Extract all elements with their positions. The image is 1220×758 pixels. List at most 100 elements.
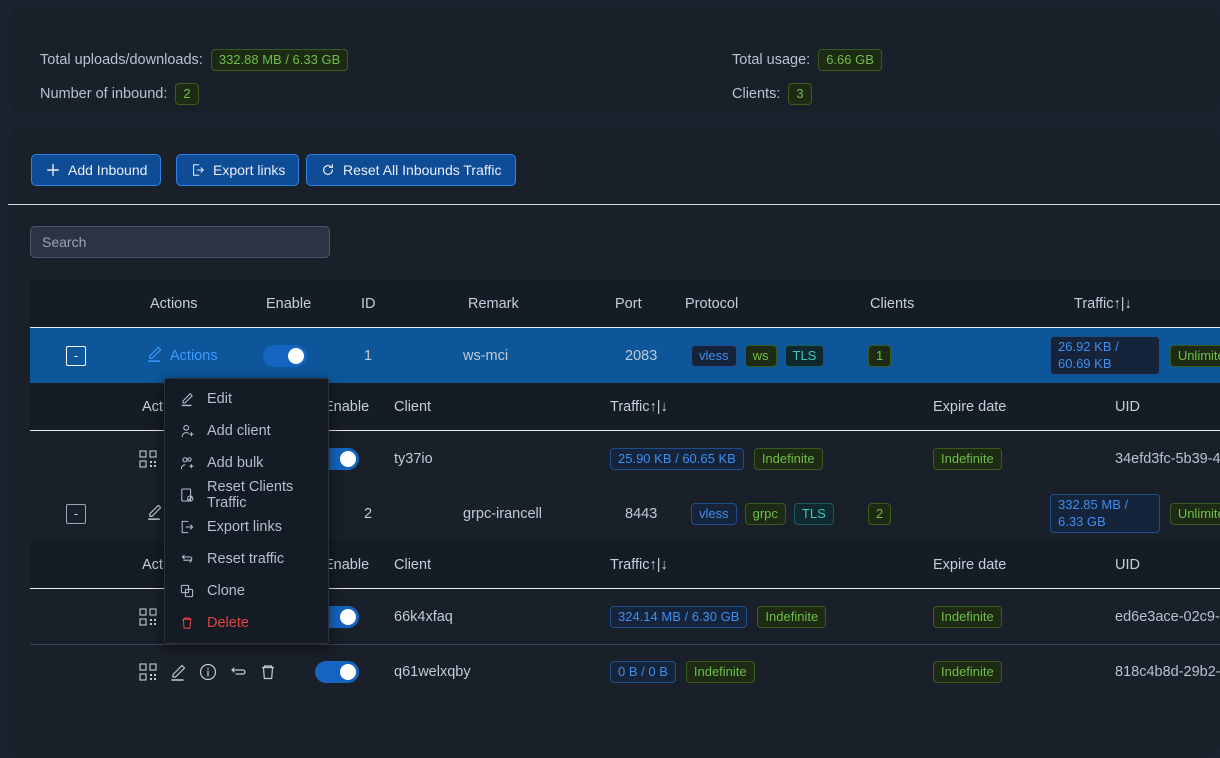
sub-header-enable: Enable xyxy=(324,398,370,415)
context-menu-item-add-bulk[interactable]: Add bulk xyxy=(165,447,328,479)
users-add-icon xyxy=(179,455,195,471)
context-menu-label: Reset traffic xyxy=(207,551,285,567)
context-menu-item-delete[interactable]: Delete xyxy=(165,607,328,639)
client-uid: 818c4b8d-29b2- xyxy=(1115,645,1220,699)
pencil-icon xyxy=(145,344,164,367)
export-links-label: Export links xyxy=(213,162,286,178)
client-traffic-limit: Indefinite xyxy=(753,447,823,470)
header-actions: Actions xyxy=(150,295,198,312)
reset-loop-icon[interactable] xyxy=(228,662,248,682)
client-uid: 34efd3fc-5b39-4 xyxy=(1115,431,1220,486)
pencil-icon xyxy=(179,391,195,407)
context-menu-label: Clone xyxy=(207,583,245,599)
client-expire-cell: Indefinite xyxy=(933,645,1002,699)
client-traffic-cell: 25.90 KB / 60.65 KB Indefinite xyxy=(610,431,823,486)
add-inbound-button[interactable]: Add Inbound xyxy=(31,154,162,186)
sub-header-expire: Expire date xyxy=(933,556,1007,573)
client-uid: ed6e3ace-02c9-4 xyxy=(1115,589,1220,644)
clients-count: 1 xyxy=(868,344,892,367)
header-remark: Remark xyxy=(468,295,519,312)
context-menu-item-edit[interactable]: Edit xyxy=(165,383,328,415)
export-icon xyxy=(179,519,195,535)
client-traffic-value: 324.14 MB / 6.30 GB xyxy=(610,605,748,628)
row-port: 8443 xyxy=(625,505,658,522)
traffic-value: 332.85 MB / 6.33 GB xyxy=(1050,494,1160,533)
qrcode-icon[interactable] xyxy=(138,449,158,469)
trash-icon[interactable] xyxy=(258,662,278,682)
security-tag: TLS xyxy=(784,344,825,367)
row-actions-trigger[interactable] xyxy=(145,502,164,525)
protocol-tag: vless xyxy=(691,502,737,525)
inbounds-table: Actions Enable ID Remark Port Protocol C… xyxy=(30,280,1220,699)
client-row[interactable]: q61welxqby 0 B / 0 B Indefinite Indefini… xyxy=(30,644,1220,699)
stat-value-uploads: 332.88 MB / 6.33 GB xyxy=(210,49,349,71)
table-row[interactable]: - Actions 1 ws-mci xyxy=(30,328,1220,383)
row-clients-cell: 1 xyxy=(868,328,892,383)
row-actions-trigger[interactable]: Actions xyxy=(145,344,218,367)
traffic-limit: Unlimited xyxy=(1169,502,1220,525)
info-icon[interactable] xyxy=(198,662,218,682)
client-uid-value: ed6e3ace-02c9-4 xyxy=(1115,608,1220,625)
clients-count: 2 xyxy=(868,502,892,525)
stat-label-inbound: Number of inbound: xyxy=(40,86,168,102)
pencil-icon[interactable] xyxy=(168,662,188,682)
header-traffic[interactable]: Traffic↑|↓ xyxy=(1074,295,1132,312)
row-traffic-cell: 332.85 MB / 6.33 GB Unlimited xyxy=(1050,486,1220,541)
enable-toggle[interactable] xyxy=(263,344,307,367)
client-expire-value: Indefinite xyxy=(933,661,1002,683)
context-menu-item-clone[interactable]: Clone xyxy=(165,575,328,607)
export-icon xyxy=(190,163,205,178)
context-menu-item-reset-clients-traffic[interactable]: Reset Clients Traffic xyxy=(165,479,328,511)
stat-label-uploads: Total uploads/downloads: xyxy=(40,52,203,68)
toolbar: Add Inbound Export links Reset All Inbou… xyxy=(8,128,1220,204)
client-expire-cell: Indefinite xyxy=(933,589,1002,644)
client-traffic-limit: Indefinite xyxy=(757,605,827,628)
context-menu-label: Add bulk xyxy=(207,455,264,471)
pencil-icon xyxy=(145,502,164,525)
search-input[interactable] xyxy=(30,226,330,258)
expand-row-cell: - xyxy=(66,486,86,541)
reset-all-inbounds-traffic-button[interactable]: Reset All Inbounds Traffic xyxy=(306,154,516,186)
collapse-row-button[interactable]: - xyxy=(66,503,86,524)
sub-header-expire: Expire date xyxy=(933,398,1007,415)
stat-label-clients: Clients: xyxy=(732,86,781,102)
context-menu-label: Edit xyxy=(207,391,232,407)
client-name: 66k4xfaq xyxy=(394,608,453,625)
row-port: 2083 xyxy=(625,347,658,364)
context-menu-item-add-client[interactable]: Add client xyxy=(165,415,328,447)
client-traffic-limit: Indefinite xyxy=(685,661,755,683)
client-traffic-value: 25.90 KB / 60.65 KB xyxy=(610,447,744,470)
inbounds-card: Add Inbound Export links Reset All Inbou… xyxy=(8,128,1220,758)
header-id: ID xyxy=(361,295,376,312)
qrcode-icon[interactable] xyxy=(138,607,158,627)
stats-card: Total uploads/downloads: 332.88 MB / 6.3… xyxy=(8,8,1220,112)
collapse-row-button[interactable]: - xyxy=(66,345,86,366)
row-protocol-cell: vless ws TLS xyxy=(691,328,825,383)
sub-header-traffic[interactable]: Traffic↑|↓ xyxy=(610,556,668,573)
context-menu-item-export-links[interactable]: Export links xyxy=(165,511,328,543)
loop-icon xyxy=(179,551,195,567)
client-uid-value: 34efd3fc-5b39-4 xyxy=(1115,450,1220,467)
qrcode-icon[interactable] xyxy=(138,662,158,682)
expand-row-cell: - xyxy=(66,328,86,383)
stat-clients: Clients: 3 xyxy=(732,83,812,105)
client-traffic-cell: 324.14 MB / 6.30 GB Indefinite xyxy=(610,589,827,644)
stat-label-usage: Total usage: xyxy=(732,52,811,68)
sub-header-enable: Enable xyxy=(324,556,370,573)
export-links-button[interactable]: Export links xyxy=(176,154,300,186)
sub-header-traffic[interactable]: Traffic↑|↓ xyxy=(610,398,668,415)
stat-number-of-inbound: Number of inbound: 2 xyxy=(40,83,199,105)
client-name: q61welxqby xyxy=(394,664,471,680)
client-enable-cell xyxy=(315,645,359,699)
row-remark: ws-mci xyxy=(463,347,509,364)
context-menu-item-reset-traffic[interactable]: Reset traffic xyxy=(165,543,328,575)
row-clients-cell: 2 xyxy=(868,486,892,541)
row-traffic-cell: 26.92 KB / 60.69 KB Unlimited xyxy=(1050,328,1220,383)
row-actions-cell: Actions xyxy=(145,328,218,383)
clone-icon xyxy=(179,583,195,599)
sub-header-uid: UID xyxy=(1115,398,1140,415)
stat-value-usage: 6.66 GB xyxy=(818,49,882,71)
row-actions-cell xyxy=(145,486,164,541)
context-menu-label: Add client xyxy=(207,423,271,439)
client-enable-toggle[interactable] xyxy=(315,661,359,683)
